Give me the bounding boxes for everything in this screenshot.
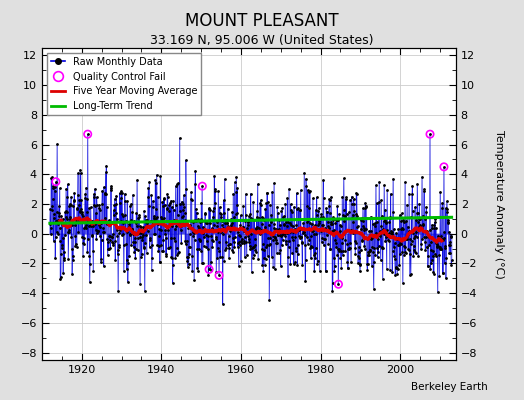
Point <box>83 131 92 137</box>
Text: MOUNT PLEASANT: MOUNT PLEASANT <box>185 12 339 30</box>
Point <box>52 178 60 185</box>
Point <box>334 281 343 288</box>
Point <box>205 266 213 272</box>
Y-axis label: Temperature Anomaly (°C): Temperature Anomaly (°C) <box>494 130 504 278</box>
Text: Berkeley Earth: Berkeley Earth <box>411 382 487 392</box>
Point <box>198 183 206 189</box>
Point <box>426 131 434 137</box>
Point <box>215 272 223 278</box>
Point <box>440 164 448 170</box>
Text: 33.169 N, 95.006 W (United States): 33.169 N, 95.006 W (United States) <box>150 34 374 47</box>
Legend: Raw Monthly Data, Quality Control Fail, Five Year Moving Average, Long-Term Tren: Raw Monthly Data, Quality Control Fail, … <box>47 53 201 115</box>
